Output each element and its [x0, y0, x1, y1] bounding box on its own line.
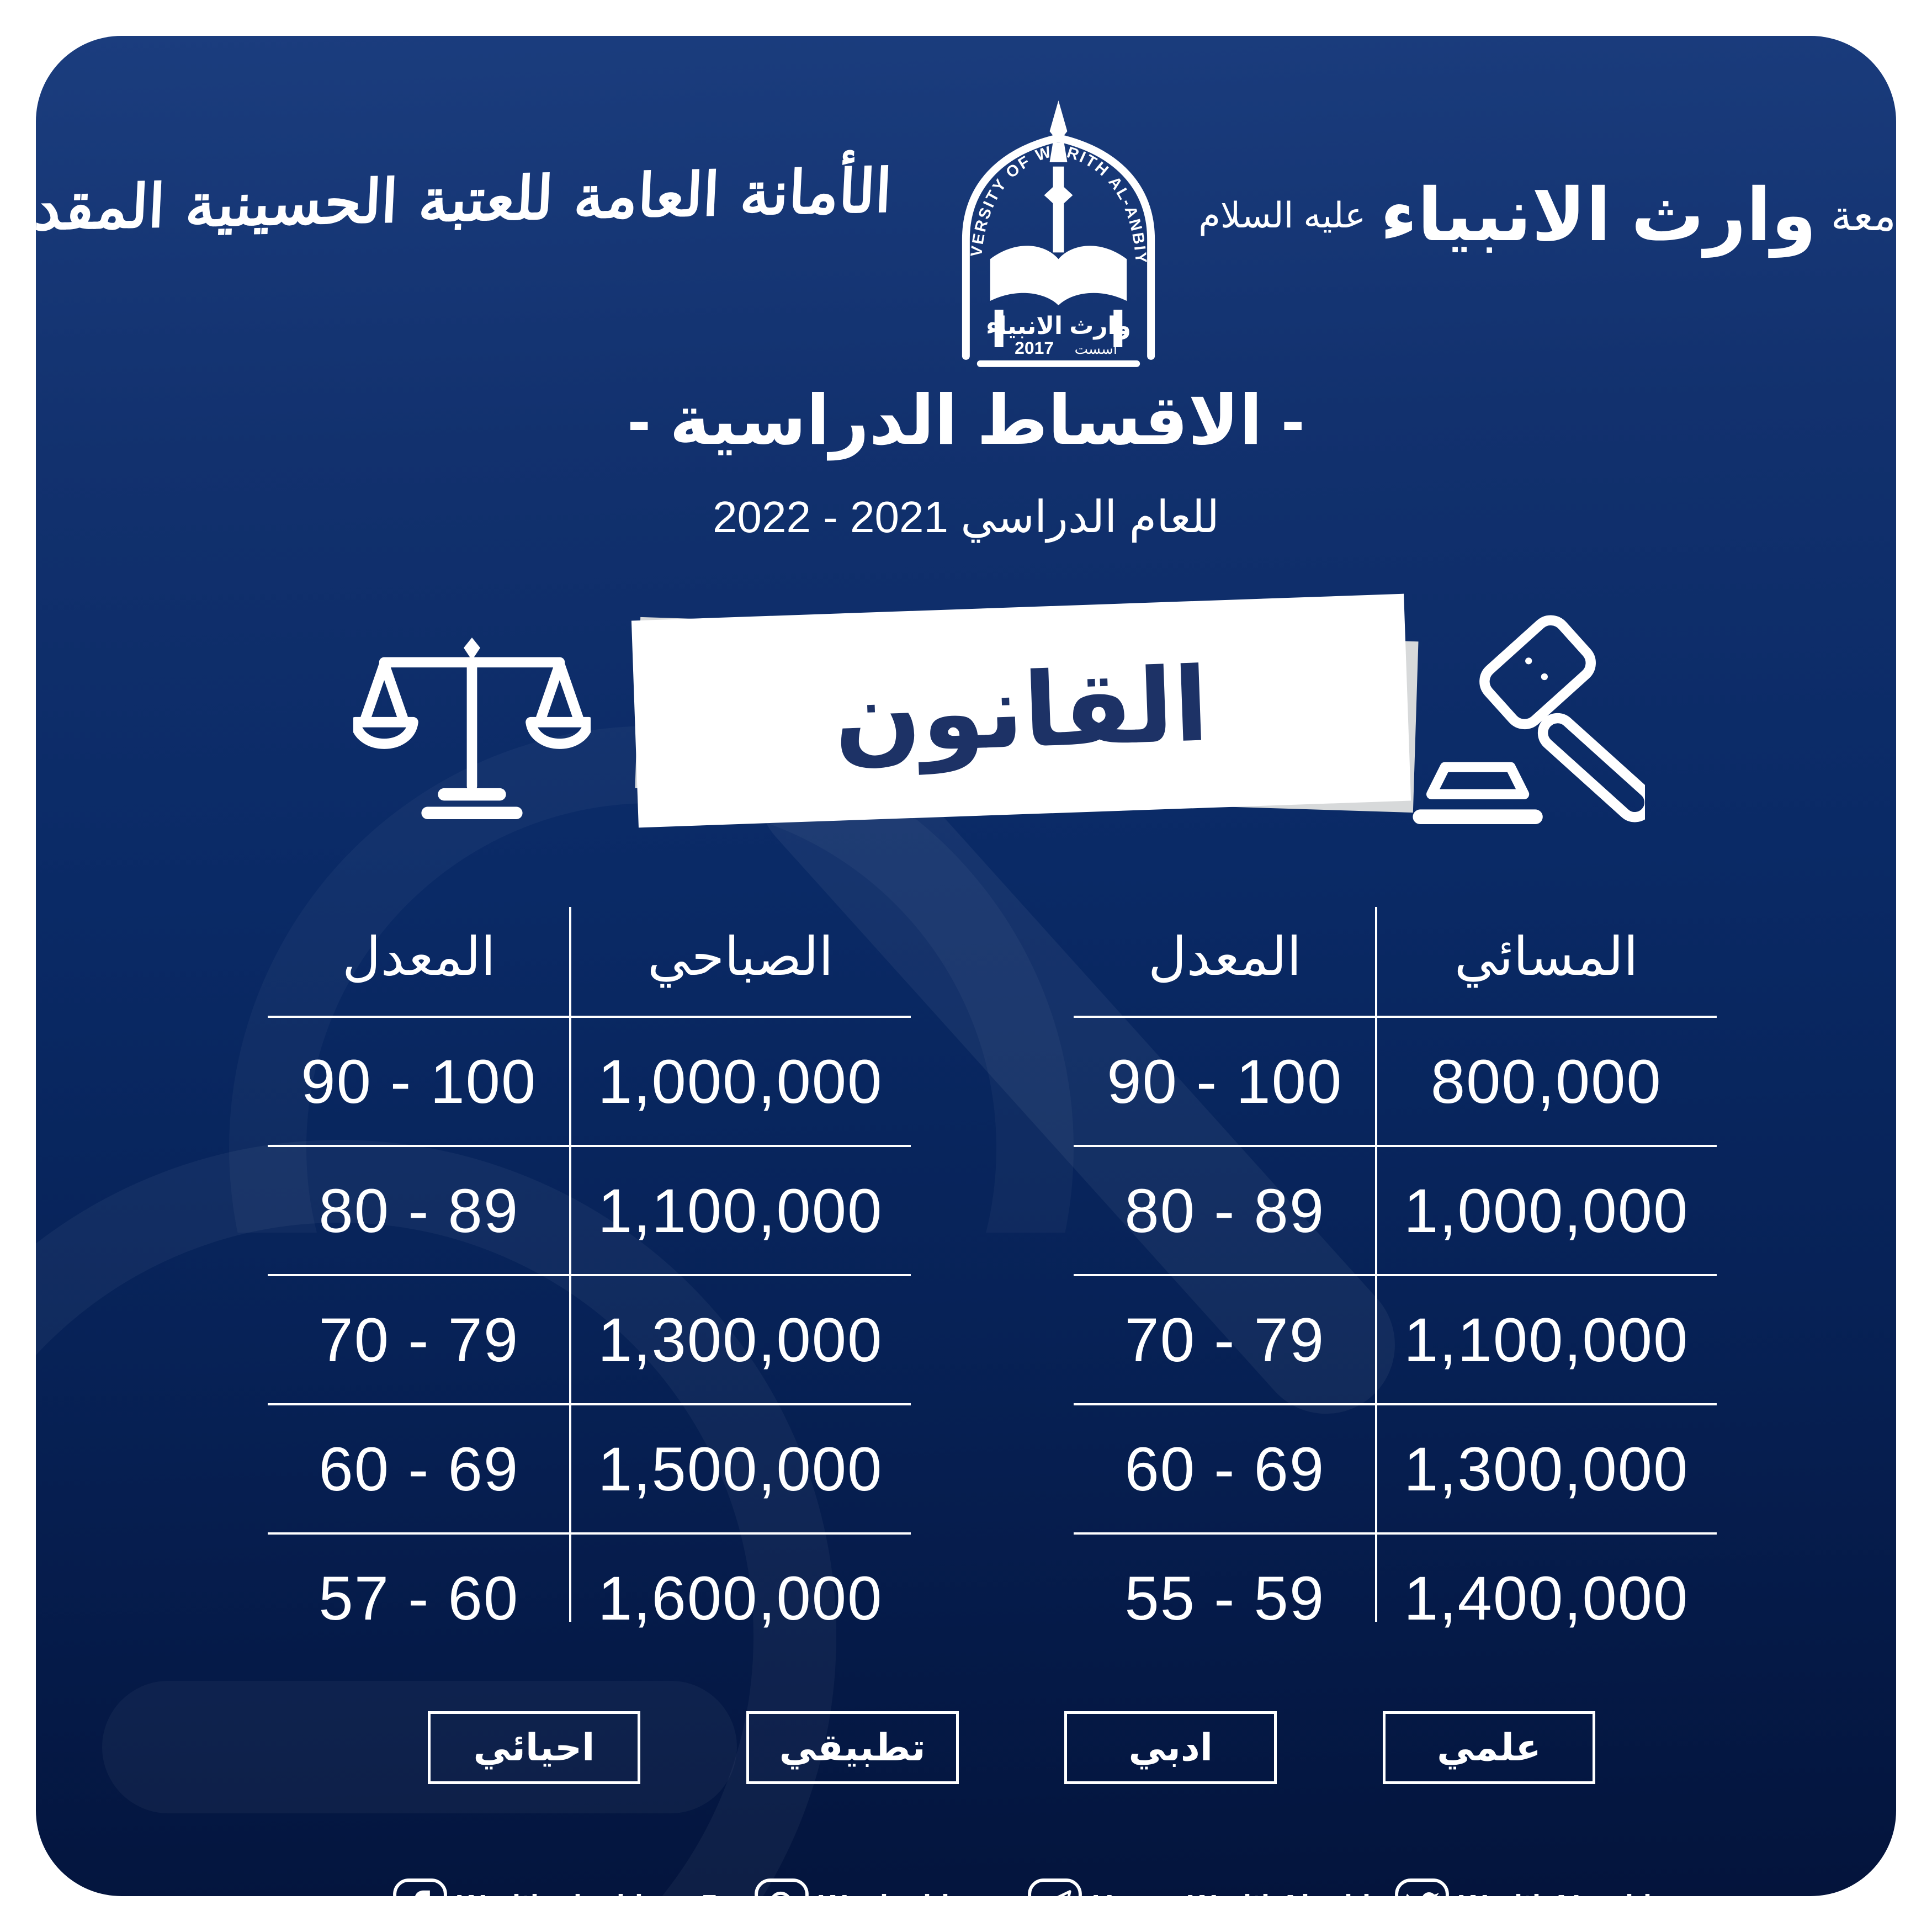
- table-header-row: المعدل المسائي: [1074, 897, 1717, 1016]
- fee-cell: 1,000,000: [1404, 1176, 1689, 1245]
- telegram-handle: Uowa_WarithAlanbiyaa: [1092, 1888, 1420, 1896]
- twitter-link[interactable]: WarithALanbiya: [1394, 1875, 1685, 1896]
- evening-column-header: المسائي: [1454, 927, 1638, 986]
- table-row: 80 - 89 1,100,000: [268, 1145, 911, 1274]
- watermark-bar: [102, 1681, 737, 1813]
- fee-cell: 1,600,000: [598, 1563, 883, 1633]
- morning-fees-table: المعدل الصباحي 90 - 100 1,000,000 80 - 8…: [268, 897, 911, 1662]
- logo-book: [990, 246, 1127, 306]
- fee-cell: 800,000: [1430, 1047, 1662, 1116]
- university-logo: UNIVERSITY OF WARITH AL-ANBIYAA وارث الا…: [933, 94, 1184, 370]
- scales-icon: [353, 629, 591, 828]
- grade-range-cell: 55 - 59: [1124, 1563, 1325, 1633]
- logo-founded-label: أسست: [1075, 339, 1118, 357]
- twitter-handle: WarithALanbiya: [1459, 1888, 1685, 1896]
- university-name-line: جامعة وارث الانبياء عليه السلام: [1198, 157, 1896, 273]
- gavel-icon: [1402, 604, 1645, 842]
- grade-range-cell: 70 - 79: [319, 1305, 519, 1374]
- fee-cell: 1,400,000: [1404, 1563, 1689, 1633]
- honorific: عليه السلام: [1198, 195, 1366, 235]
- department-banner: القانون: [631, 593, 1411, 828]
- telegram-link[interactable]: Uowa_WarithAlanbiyaa: [1027, 1875, 1420, 1896]
- column-divider: [569, 907, 571, 1622]
- grade-range-cell: 60 - 69: [319, 1434, 519, 1504]
- table-row: 70 - 79 1,300,000: [268, 1274, 911, 1403]
- twitter-icon: [1395, 1878, 1449, 1896]
- university-name: وارث الانبياء: [1380, 174, 1817, 256]
- instagram-icon: [755, 1878, 809, 1896]
- track-button-applied[interactable]: تطبيقي: [746, 1711, 959, 1784]
- poster-card: الأمانة العامة للعتبة الحسينية المقدسة U…: [36, 36, 1896, 1896]
- grade-range-cell: 70 - 79: [1124, 1305, 1325, 1374]
- table-row: 55 - 59 1,400,000: [1074, 1532, 1717, 1662]
- track-buttons-row: احيائي تطبيقي ادبي علمي: [428, 1711, 1595, 1784]
- grade-column-header: المعدل: [342, 927, 496, 986]
- grade-range-cell: 80 - 89: [319, 1176, 519, 1245]
- logo-year: 2017: [1015, 338, 1054, 358]
- evening-fees-table: المعدل المسائي 90 - 100 800,000 80 - 89 …: [1074, 897, 1717, 1662]
- fee-cell: 1,100,000: [1404, 1305, 1689, 1374]
- instagram-link[interactable]: W_alanbiyaa: [753, 1875, 999, 1896]
- department-title: القانون: [832, 647, 1211, 775]
- fee-cell: 1,100,000: [598, 1176, 883, 1245]
- track-button-literary[interactable]: ادبي: [1064, 1711, 1277, 1784]
- facebook-link[interactable]: Warith.alanbiyaa.5: [392, 1875, 718, 1896]
- fee-cell: 1,300,000: [598, 1305, 883, 1374]
- grade-range-cell: 90 - 100: [301, 1047, 537, 1116]
- table-row: 90 - 100 800,000: [1074, 1016, 1717, 1145]
- table-row: 60 - 69 1,500,000: [268, 1403, 911, 1532]
- table-row: 70 - 79 1,100,000: [1074, 1274, 1717, 1403]
- logo-spire: [1049, 100, 1068, 142]
- grade-range-cell: 80 - 89: [1124, 1176, 1325, 1245]
- column-divider: [1374, 907, 1377, 1622]
- fee-cell: 1,000,000: [598, 1047, 883, 1116]
- table-row: 90 - 100 1,000,000: [268, 1016, 911, 1145]
- telegram-icon: [1028, 1878, 1082, 1896]
- page-title: - الاقساط الدراسية -: [628, 383, 1304, 459]
- grade-range-cell: 60 - 69: [1124, 1434, 1325, 1504]
- grade-range-cell: 90 - 100: [1107, 1047, 1343, 1116]
- table-header-row: المعدل الصباحي: [268, 897, 911, 1016]
- track-button-biological[interactable]: احيائي: [428, 1711, 640, 1784]
- grade-range-cell: 57 - 60: [319, 1563, 519, 1633]
- table-row: 57 - 60 1,600,000: [268, 1532, 911, 1662]
- table-row: 80 - 89 1,000,000: [1074, 1145, 1717, 1274]
- university-prefix: جامعة: [1830, 192, 1896, 240]
- track-button-scientific[interactable]: علمي: [1382, 1711, 1595, 1784]
- facebook-handle: Warith.alanbiyaa.5: [457, 1888, 718, 1896]
- academic-year-subtitle: للعام الدراسي 2021 - 2022: [712, 492, 1219, 542]
- shrine-calligraphy: الأمانة العامة للعتبة الحسينية المقدسة: [36, 156, 894, 246]
- grade-column-header: المعدل: [1148, 927, 1302, 986]
- table-row: 60 - 69 1,300,000: [1074, 1403, 1717, 1532]
- facebook-icon: [393, 1878, 447, 1896]
- fee-cell: 1,300,000: [1404, 1434, 1689, 1504]
- logo-arabic-name: وارث الانبياء: [986, 312, 1131, 340]
- morning-column-header: الصباحي: [647, 927, 834, 986]
- instagram-handle: W_alanbiyaa: [819, 1888, 999, 1896]
- fee-cell: 1,500,000: [598, 1434, 883, 1504]
